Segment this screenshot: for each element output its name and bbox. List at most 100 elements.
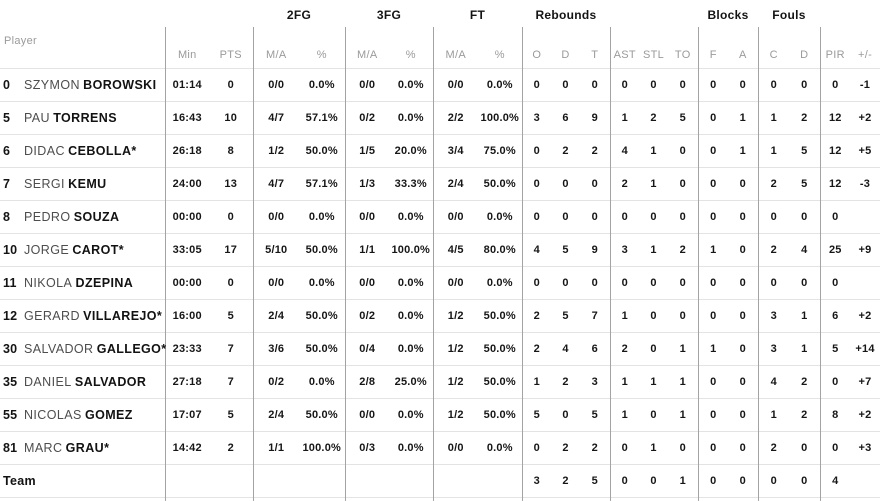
- stat-cell: [850, 200, 880, 234]
- player-cell: 0 SZYMON BOROWSKI: [0, 68, 166, 102]
- stat-cell: -3: [850, 167, 880, 201]
- stat-cell: 1: [639, 233, 669, 267]
- column-group-label: FT: [469, 7, 486, 22]
- stat-cell: 0/4: [345, 332, 389, 366]
- player-cell: 12 GERARD VILLAREJO*: [0, 299, 166, 333]
- stat-cell: 50.0%: [299, 332, 346, 366]
- column-header-row: Player Min PTS M/A% M/A% M/A% O D T AST STL TO F A C D P…: [0, 27, 880, 69]
- stat-cell: 17.9%: [389, 497, 434, 501]
- column-header-ast: AST: [613, 49, 636, 61]
- stat-cell: 2/4: [253, 398, 299, 432]
- stat-cell: 5: [522, 398, 552, 432]
- stat-cell: 2: [551, 464, 581, 498]
- stat-cell: 0/0: [433, 266, 478, 300]
- column-header-ma: M/A: [445, 49, 466, 61]
- jersey-number: 11: [3, 276, 17, 290]
- stat-cell: 1: [610, 299, 640, 333]
- jersey-number: 0: [3, 78, 11, 92]
- stat-cell: 12: [820, 167, 851, 201]
- jersey-number: 30: [3, 342, 18, 356]
- stat-cell: 7: [639, 497, 669, 501]
- stat-cell: 0: [789, 266, 821, 300]
- column-group-label: Fouls: [772, 7, 806, 22]
- table-body: 0 SZYMON BOROWSKI 01:14 0 0/0 0.0% 0/0 0.0% 0/0 0…: [0, 68, 880, 501]
- column-header-d: D: [561, 49, 570, 61]
- stat-cell: 0/2: [253, 365, 299, 399]
- stat-cell: 1: [758, 398, 790, 432]
- stat-cell: 4: [758, 365, 790, 399]
- column-header-player: Player: [0, 27, 166, 69]
- jersey-number: 10: [3, 243, 18, 257]
- stat-cell: 3: [580, 365, 611, 399]
- jersey-number: 35: [3, 375, 18, 389]
- stat-cell: 0/2: [345, 299, 389, 333]
- stat-cell: 0: [728, 431, 759, 465]
- stat-cell: +7: [850, 365, 880, 399]
- stat-cell: 0: [698, 167, 729, 201]
- stat-cell: 1/2: [433, 398, 478, 432]
- stat-cell: 5: [789, 167, 821, 201]
- stat-cell: 2/8: [345, 365, 389, 399]
- player-last-name: VILLAREJO*: [83, 309, 163, 323]
- player-cell: 11 NIKOLA DZEPINA: [0, 266, 166, 300]
- column-group-label: Blocks: [707, 7, 749, 22]
- player-row: 8 PEDRO SOUZA 00:00 0 0/0 0.0% 0/0 0.0% 0/0 0.0% 0…: [0, 200, 880, 234]
- column-header-: %: [389, 27, 434, 69]
- stat-cell: 57.1%: [299, 101, 346, 135]
- stat-cell: 0: [728, 68, 759, 102]
- stat-cell: 1: [758, 101, 790, 135]
- column-header-t: T: [580, 27, 611, 69]
- player-row: 5 PAU TORRENS 16:43 10 4/7 57.1% 0/2 0.0% 2/2 100…: [0, 101, 880, 135]
- stat-cell: 0: [551, 398, 581, 432]
- column-header-pir: PIR: [825, 49, 845, 61]
- stat-cell: 2: [639, 101, 669, 135]
- stat-cell: 0: [728, 332, 759, 366]
- column-header-a: A: [728, 27, 759, 69]
- stat-cell: 4: [820, 464, 851, 498]
- stat-cell: 0: [698, 134, 729, 168]
- column-header-stl: STL: [642, 49, 665, 61]
- stat-cell: 1/2: [253, 134, 299, 168]
- player-last-name: CAROT*: [72, 243, 125, 257]
- stat-cell: [433, 464, 478, 498]
- stat-cell: 0: [639, 266, 669, 300]
- stat-cell: -1: [850, 68, 880, 102]
- column-group-label: 3FG: [376, 7, 402, 22]
- stat-cell: 28: [551, 497, 581, 501]
- column-header-min: Min: [177, 49, 197, 61]
- stat-cell: +14: [850, 332, 880, 366]
- stat-cell: 2: [551, 134, 581, 168]
- player-cell: 5 PAU TORRENS: [0, 101, 166, 135]
- team-row: Team 3 2 5 0 0 1 0 0 0 0 4: [0, 464, 880, 498]
- stat-cell: 0: [610, 464, 640, 498]
- jersey-number: 6: [3, 144, 11, 158]
- stat-cell: 1: [668, 464, 699, 498]
- stat-cell: 0: [698, 101, 729, 135]
- stat-cell: 100.0%: [299, 431, 346, 465]
- stat-cell: 0: [758, 464, 790, 498]
- player-row: 81 MARC GRAU* 14:42 2 1/1 100.0% 0/3 0.0% 0/0 0.0…: [0, 431, 880, 465]
- stat-cell: +40: [850, 497, 880, 501]
- stat-cell: 0.0%: [299, 200, 346, 234]
- stat-cell: 0: [728, 233, 759, 267]
- stat-cell: 0: [758, 266, 790, 300]
- stat-cell: [209, 464, 254, 498]
- stat-cell: 0: [522, 431, 552, 465]
- stat-cell: 2: [758, 431, 790, 465]
- stat-cell: 0: [209, 68, 254, 102]
- jersey-number: 55: [3, 408, 18, 422]
- stat-cell: 5: [209, 398, 254, 432]
- team-row-label: Team: [3, 474, 36, 488]
- stat-cell: 2: [522, 332, 552, 366]
- stat-cell: 0: [668, 68, 699, 102]
- stat-cell: 50.0%: [299, 299, 346, 333]
- player-cell: 55 NICOLAS GOMEZ: [0, 398, 166, 432]
- stat-cell: 100.0%: [478, 101, 523, 135]
- player-last-name: GRAU*: [65, 441, 110, 455]
- stat-cell: 1: [668, 398, 699, 432]
- stat-cell: 1: [728, 134, 759, 168]
- stat-cell: 1: [698, 332, 729, 366]
- jersey-number: 81: [3, 441, 18, 455]
- player-last-name: GALLEGO*: [96, 342, 167, 356]
